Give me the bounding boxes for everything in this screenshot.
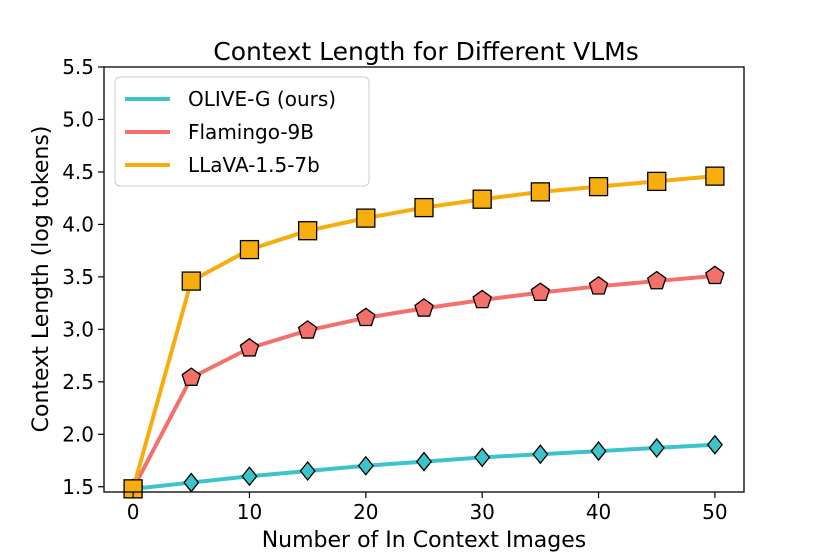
x-tick-label: 50 [702, 500, 727, 524]
data-point [181, 271, 201, 291]
data-point [357, 455, 374, 476]
plot-frame [103, 66, 745, 493]
series-line [131, 174, 716, 490]
x-axis-label: Number of In Context Images [262, 528, 587, 553]
series-olive-g-ours [125, 434, 723, 499]
data-point [356, 208, 376, 228]
data-point [647, 171, 667, 192]
x-tick-label: 30 [469, 500, 494, 524]
data-point [588, 276, 609, 295]
data-point [299, 460, 316, 482]
data-point [297, 221, 318, 241]
data-point [646, 270, 667, 290]
data-point [415, 451, 433, 472]
legend-label: Flamingo-9B [188, 120, 314, 144]
data-point [474, 447, 491, 468]
data-point [706, 434, 723, 455]
legend-box [114, 76, 370, 187]
data-point [181, 367, 202, 386]
y-axis-label: Context Length (log tokens) [29, 126, 54, 433]
y-tick-label: 3.0 [62, 317, 94, 341]
data-point [472, 189, 492, 209]
y-tick-label: 3.5 [62, 265, 94, 289]
data-point [530, 182, 551, 202]
data-point [239, 239, 260, 260]
data-point [356, 307, 376, 327]
y-tick-label: 5.5 [62, 55, 94, 79]
data-point [183, 472, 200, 493]
y-tick-label: 4.0 [62, 212, 94, 236]
x-tick-label: 20 [353, 500, 378, 524]
data-point [705, 166, 725, 186]
legend-label: OLIVE-G (ours) [188, 87, 336, 111]
data-point [705, 265, 725, 285]
data-point [414, 197, 434, 218]
legend: OLIVE-G (ours) Flamingo-9B LLaVA-1.5-7b [114, 76, 370, 187]
x-tick-label: 0 [127, 500, 140, 524]
y-tick-label: 2.0 [62, 422, 94, 446]
data-point [590, 441, 607, 462]
data-point [530, 282, 551, 301]
data-point [532, 444, 549, 465]
y-tick-label: 2.5 [62, 370, 94, 394]
series-llava-1-5-7b [123, 166, 725, 499]
data-point [588, 176, 609, 197]
data-point [472, 289, 492, 309]
plot-area [123, 166, 725, 499]
x-tick-label: 10 [237, 500, 262, 524]
legend-label: LLaVA-1.5-7b [188, 153, 320, 177]
data-point [241, 466, 258, 487]
y-tick-label: 1.5 [62, 475, 94, 499]
data-point [414, 298, 434, 317]
data-point [239, 337, 260, 357]
y-tick-label: 4.5 [62, 160, 94, 184]
x-tick-label: 40 [586, 500, 611, 524]
data-point [297, 320, 318, 339]
data-point [648, 437, 665, 458]
axes: 0 10 20 30 40 50 1.5 2.0 2.5 3.0 3.5 4.0 4.5 5.0 5.5 [62, 55, 727, 524]
y-tick-label: 5.0 [62, 107, 94, 131]
chart-title: Context Length for Different VLMs [213, 37, 639, 66]
